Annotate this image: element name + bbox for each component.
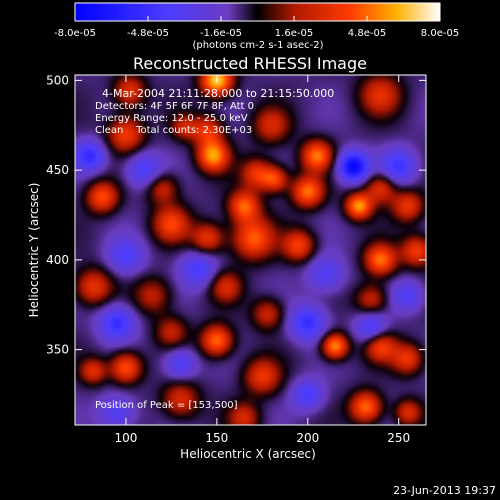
x-axis-label: Heliocentric X (arcsec)	[180, 447, 316, 461]
y-axis-ticks: 350 400 450 500	[46, 73, 426, 357]
x-tick-label: 250	[387, 431, 410, 445]
footer-date: 23-Jun-2013 19:37	[393, 484, 496, 497]
plot-area: 100 150 200 250 350 400 450 500 4-Mar-2004 21:…	[46, 73, 427, 445]
x-axis-ticks: 100 150 200 250	[114, 75, 410, 445]
chart-title: Reconstructed RHESSI Image	[133, 54, 367, 73]
y-axis-label: Heliocentric Y (arcsec)	[27, 183, 41, 318]
colorbar-tick-label: -8.0e-05	[54, 28, 96, 39]
annotation-clean-counts: Clean Total counts: 2.30E+03	[95, 125, 252, 136]
heatmap-image	[75, 75, 426, 425]
y-tick-label: 450	[46, 163, 69, 177]
colorbar-tick-label: 4.8e-05	[348, 28, 386, 39]
colorbar-tick-label: -1.6e-05	[200, 28, 242, 39]
annotation-detectors: Detectors: 4F 5F 6F 7F 8F, Att 0	[95, 101, 254, 112]
y-tick-label: 350	[46, 343, 69, 357]
x-tick-label: 150	[205, 431, 228, 445]
annotation-block: 4-Mar-2004 21:11:28.000 to 21:15:50.000 …	[95, 87, 334, 136]
colorbar-tick-label: 8.0e-05	[421, 28, 459, 39]
annotation-time-range: 4-Mar-2004 21:11:28.000 to 21:15:50.000	[102, 87, 334, 100]
y-tick-label: 400	[46, 253, 69, 267]
colorbar-gradient	[74, 2, 441, 22]
plot-frame	[74, 74, 427, 426]
peak-position-label: Position of Peak = [153,500]	[95, 400, 238, 411]
colorbar-ticks: -8.0e-05 -4.8e-05 -1.6e-05 1.6e-05 4.8e-05 8.…	[54, 16, 459, 39]
x-tick-label: 200	[296, 431, 319, 445]
annotation-energy-range: Energy Range: 12.0 - 25.0 keV	[95, 113, 248, 124]
colorbar-tick-label: 1.6e-05	[275, 28, 313, 39]
colorbar: -8.0e-05 -4.8e-05 -1.6e-05 1.6e-05 4.8e-05 8.…	[54, 2, 459, 51]
x-tick-label: 100	[114, 431, 137, 445]
y-tick-label: 500	[46, 73, 69, 87]
colorbar-unit-label: (photons cm-2 s-1 asec-2)	[192, 40, 323, 51]
colorbar-tick-label: -4.8e-05	[127, 28, 169, 39]
